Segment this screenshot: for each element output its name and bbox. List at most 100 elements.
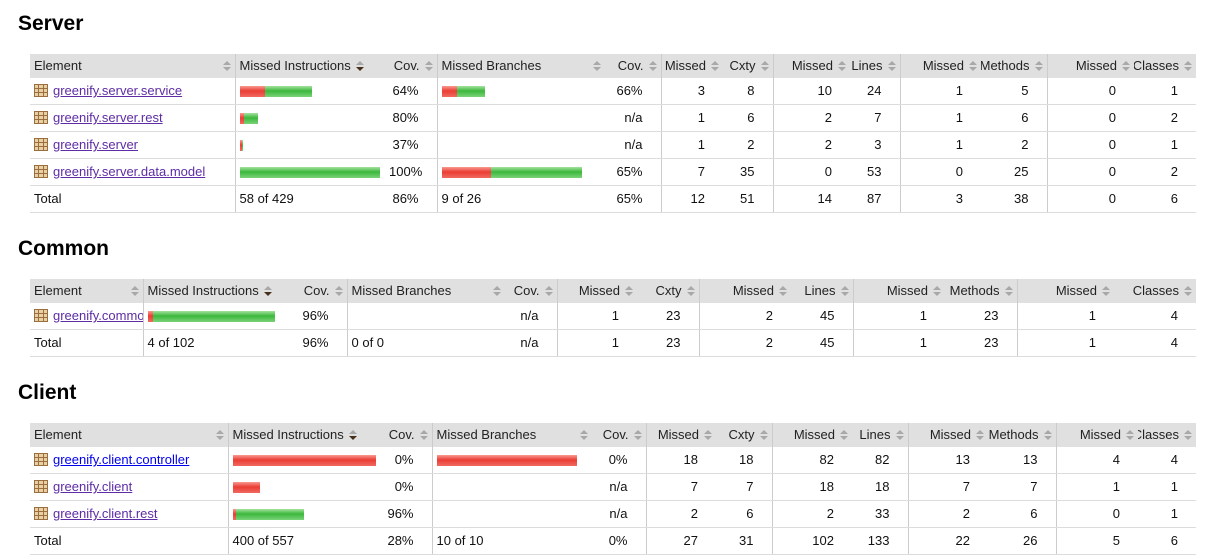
sort-down-arrow <box>593 67 601 71</box>
column-header-label: Lines <box>851 58 883 73</box>
column-header-classes[interactable]: Classes <box>1138 423 1196 447</box>
bar-cell <box>234 158 385 186</box>
column-header-content: Cov. <box>596 427 642 443</box>
instructions-coverage: 96% <box>295 303 347 330</box>
sort-down-arrow <box>1122 67 1130 71</box>
column-header-cxty[interactable]: Cxty <box>716 423 772 447</box>
instructions-bar <box>239 166 382 178</box>
total-missed-branches: 9 of 26 <box>436 185 605 213</box>
column-header-cxty[interactable]: Cxty <box>723 54 773 78</box>
counter-cell: 7 <box>645 473 716 501</box>
column-header-cov[interactable]: Cov. <box>295 279 347 303</box>
sort-updown-icon <box>593 61 601 71</box>
column-header-cov[interactable]: Cov. <box>505 279 557 303</box>
total-instructions-coverage: 28% <box>380 527 432 555</box>
column-header-missed[interactable]: Missed <box>698 279 791 303</box>
column-header-missed[interactable]: Missed <box>852 279 945 303</box>
package-link[interactable]: greenify.client <box>53 479 133 494</box>
column-header-missed-instructions[interactable]: Missed Instructions <box>142 279 295 303</box>
counter-cell: 1 <box>1016 303 1114 330</box>
sort-down-arrow <box>686 292 695 296</box>
column-header-content: Cov. <box>384 427 428 443</box>
column-header-content: Missed <box>562 283 633 299</box>
sort-updown-icon <box>222 61 231 71</box>
sort-up-arrow <box>130 286 139 290</box>
sort-down-arrow <box>1004 292 1013 296</box>
column-header-classes[interactable]: Classes <box>1134 54 1196 78</box>
column-header-missed[interactable]: Missed <box>660 54 723 78</box>
column-header-missed-branches[interactable]: Missed Branches <box>436 54 605 78</box>
column-header-missed-branches[interactable]: Missed Branches <box>346 279 505 303</box>
header-row: Element Missed Instructions Cov. Missed Bra… <box>30 54 1196 78</box>
counter-cell: 1 <box>1138 473 1196 501</box>
column-header-label: Classes <box>1138 427 1179 442</box>
column-header-cov[interactable]: Cov. <box>605 54 661 78</box>
branches-coverage: 0% <box>592 447 646 474</box>
column-header-methods[interactable]: Methods <box>988 423 1056 447</box>
element-cell: greenify.server.data.model <box>30 158 235 186</box>
sort-updown-icon <box>760 61 769 71</box>
column-header-classes[interactable]: Classes <box>1114 279 1196 303</box>
column-header-cxty[interactable]: Cxty <box>637 279 699 303</box>
column-header-missed[interactable]: Missed <box>1016 279 1114 303</box>
column-header-missed[interactable]: Missed <box>1055 423 1138 447</box>
table-row: greenify.server 37% n/a 1 2 2 3 1 2 0 1 <box>30 131 1196 159</box>
column-header-missed[interactable]: Missed <box>1046 54 1134 78</box>
package-link[interactable]: greenify.server.service <box>53 83 183 98</box>
column-header-element[interactable]: Element <box>30 423 228 447</box>
column-header-missed[interactable]: Missed <box>907 423 988 447</box>
section-title: Common <box>18 237 109 260</box>
column-header-missed[interactable]: Missed <box>772 54 850 78</box>
report-section-common: Common Element Missed Instructions Cov. Miss… <box>18 237 1212 357</box>
column-header-cov[interactable]: Cov. <box>592 423 646 447</box>
column-header-label: Missed Instructions <box>147 283 259 298</box>
element-cell: greenify.common <box>30 303 143 330</box>
sort-up-arrow <box>840 286 849 290</box>
counter-cell: 2 <box>772 104 850 132</box>
total-missed-branches: 10 of 10 <box>431 527 592 555</box>
sort-updown-icon <box>1126 430 1134 440</box>
column-header-methods[interactable]: Methods <box>945 279 1017 303</box>
column-header-missed[interactable]: Missed <box>645 423 716 447</box>
column-header-missed[interactable]: Missed <box>556 279 637 303</box>
package-link[interactable]: greenify.server.rest <box>53 110 163 125</box>
column-header-content: Cov. <box>509 283 553 299</box>
column-header-content: Element <box>34 283 139 299</box>
column-header-missed[interactable]: Missed <box>771 423 852 447</box>
package-link[interactable]: greenify.client.controller <box>53 452 190 467</box>
column-header-missed-instructions[interactable]: Missed Instructions <box>227 423 380 447</box>
package-link[interactable]: greenify.server.data.model <box>53 164 206 179</box>
column-header-element[interactable]: Element <box>30 54 235 78</box>
bar-cell <box>431 447 592 474</box>
package-link[interactable]: greenify.client.rest <box>53 506 158 521</box>
column-header-cov[interactable]: Cov. <box>385 54 437 78</box>
counter-cell: 10 <box>772 78 850 105</box>
column-header-missed-instructions[interactable]: Missed Instructions <box>234 54 385 78</box>
column-header-missed-branches[interactable]: Missed Branches <box>431 423 592 447</box>
column-header-lines[interactable]: Lines <box>791 279 853 303</box>
sort-down-arrow <box>263 292 272 296</box>
total-missed-instructions: 4 of 102 <box>142 329 295 357</box>
covered-bar-segment <box>264 85 312 97</box>
total-counter-cell: 6 <box>1138 527 1196 555</box>
column-header-methods[interactable]: Methods <box>981 54 1047 78</box>
column-header-content: Classes <box>1118 283 1192 299</box>
sort-up-arrow <box>711 61 719 65</box>
sort-down-arrow <box>933 292 941 296</box>
sort-updown-icon <box>419 430 428 440</box>
column-header-element[interactable]: Element <box>30 279 143 303</box>
column-header-lines[interactable]: Lines <box>852 423 908 447</box>
total-counter-cell: 0 <box>1046 185 1134 213</box>
package-icon <box>34 111 48 124</box>
sort-down-arrow <box>424 67 433 71</box>
section-title: Client <box>18 381 77 404</box>
sort-up-arrow <box>704 430 712 434</box>
column-header-cov[interactable]: Cov. <box>380 423 432 447</box>
sort-updown-icon <box>1184 430 1192 440</box>
sort-updown-icon <box>130 286 139 296</box>
column-header-lines[interactable]: Lines <box>850 54 900 78</box>
package-link[interactable]: greenify.common <box>53 308 143 323</box>
sort-desc-icon <box>348 430 357 440</box>
column-header-missed[interactable]: Missed <box>899 54 981 78</box>
package-link[interactable]: greenify.server <box>53 137 139 152</box>
